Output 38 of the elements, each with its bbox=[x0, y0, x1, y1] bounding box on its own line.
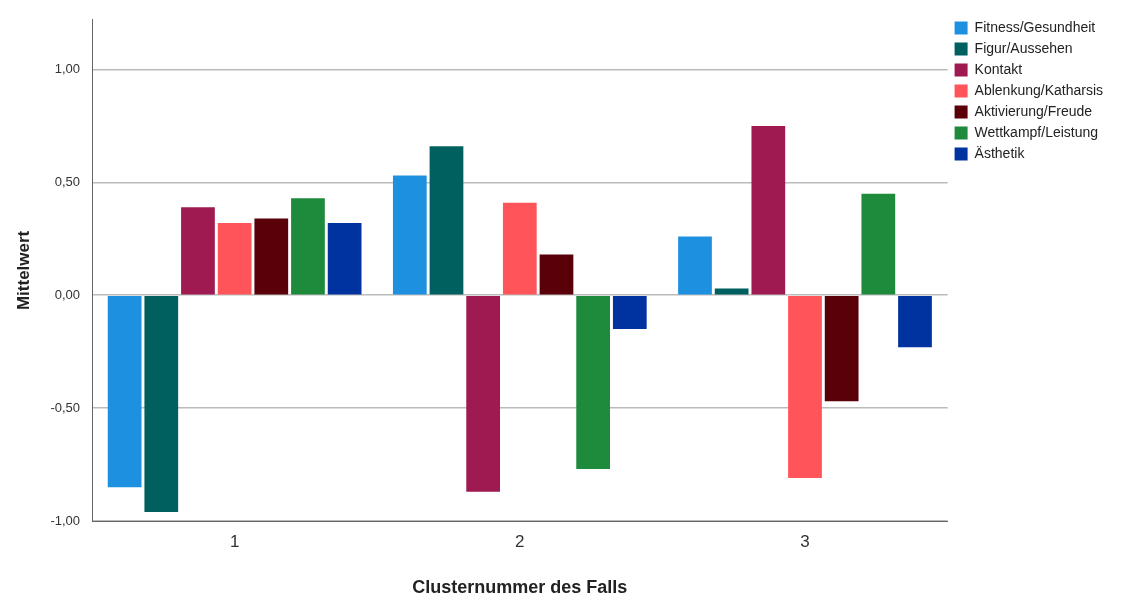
legend-label: Figur/Aussehen bbox=[974, 39, 1073, 56]
x-tick-label: 2 bbox=[515, 531, 525, 551]
bar bbox=[466, 295, 501, 492]
bar bbox=[254, 218, 289, 295]
y-tick-label: -0,50 bbox=[50, 399, 81, 415]
bar bbox=[502, 202, 537, 295]
bar bbox=[824, 295, 859, 402]
y-tick-label: 1,00 bbox=[54, 61, 81, 77]
bar bbox=[291, 198, 325, 295]
bar bbox=[861, 193, 896, 295]
legend-label: Wettkampf/Leistung bbox=[974, 123, 1099, 140]
bar bbox=[612, 295, 647, 330]
bar bbox=[539, 254, 574, 295]
bar bbox=[181, 207, 215, 295]
x-axis-title: Clusternummer des Falls bbox=[412, 577, 628, 598]
bar bbox=[714, 288, 749, 295]
bar bbox=[788, 295, 822, 479]
bar bbox=[392, 175, 427, 295]
legend-label: Aktivierung/Freude bbox=[974, 102, 1093, 119]
bar bbox=[576, 295, 611, 470]
bar bbox=[898, 295, 932, 348]
y-tick-label: -1,00 bbox=[50, 512, 81, 528]
x-tick-label: 1 bbox=[229, 531, 240, 551]
bar bbox=[144, 295, 179, 512]
bar bbox=[217, 222, 252, 295]
y-tick-label: 0,00 bbox=[54, 286, 81, 302]
bar bbox=[429, 146, 464, 295]
legend-label: Ablenkung/Katharsis bbox=[974, 81, 1104, 98]
legend-label: Ästhetik bbox=[974, 144, 1026, 161]
bar bbox=[327, 222, 362, 295]
legend-label: Kontakt bbox=[974, 60, 1023, 77]
bar bbox=[678, 236, 712, 295]
bar bbox=[751, 125, 786, 295]
y-tick-label: 0,50 bbox=[54, 173, 81, 189]
x-tick-label: 3 bbox=[800, 531, 810, 551]
y-axis-title: Mittelwert bbox=[13, 230, 33, 311]
legend-label: Fitness/Gesundheit bbox=[974, 18, 1096, 35]
bar bbox=[107, 295, 142, 488]
